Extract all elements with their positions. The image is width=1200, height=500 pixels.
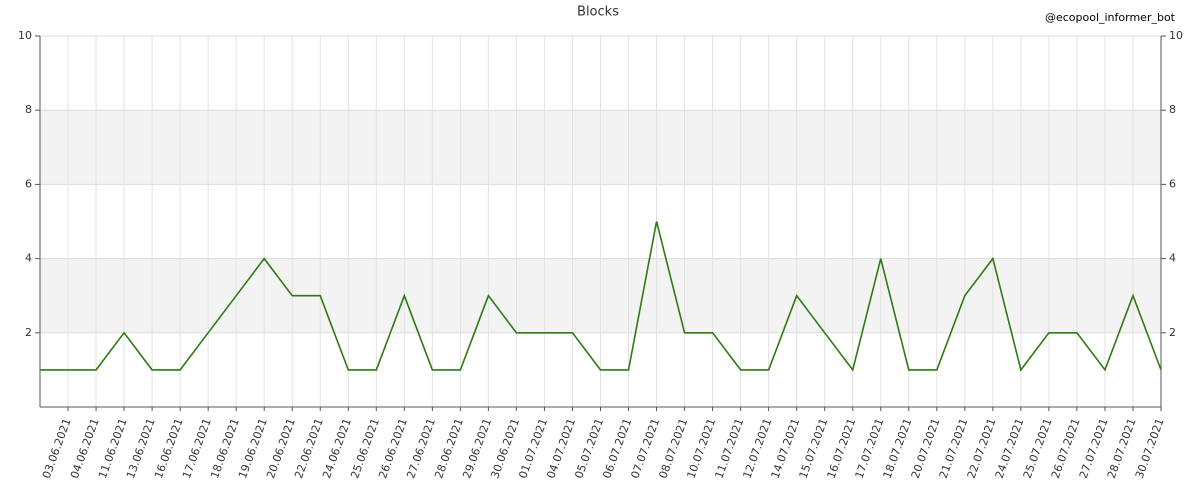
x-tick-label: 08.07.2021 bbox=[656, 417, 690, 481]
x-tick-label: 28.06.2021 bbox=[432, 417, 466, 481]
x-tick-label: 14.07.2021 bbox=[769, 417, 803, 481]
x-tick-label: 24.07.2021 bbox=[993, 417, 1027, 481]
x-tick-label: 22.07.2021 bbox=[965, 417, 999, 481]
x-tick-label: 28.07.2021 bbox=[1105, 417, 1139, 481]
x-tick-label: 11.07.2021 bbox=[713, 417, 747, 481]
y-tick-label: 8 bbox=[25, 103, 32, 116]
x-tick-label: 04.07.2021 bbox=[544, 417, 578, 481]
y2-tick-label: 6 bbox=[1169, 177, 1176, 190]
chart-title: Blocks bbox=[577, 5, 619, 20]
x-tick-label: 20.07.2021 bbox=[909, 417, 943, 481]
x-tick-label: 07.07.2021 bbox=[628, 417, 662, 481]
y-tick-label: 2 bbox=[25, 326, 32, 339]
y2-tick-label: 2 bbox=[1169, 326, 1176, 339]
x-tick-label: 19.06.2021 bbox=[236, 417, 270, 481]
x-tick-label: 18.06.2021 bbox=[208, 417, 242, 481]
x-tick-label: 27.06.2021 bbox=[404, 417, 438, 481]
x-tick-label: 22.06.2021 bbox=[292, 417, 326, 481]
x-tick-label: 27.07.2021 bbox=[1077, 417, 1111, 481]
x-tick-label: 04.06.2021 bbox=[68, 417, 102, 481]
x-tick-label: 21.07.2021 bbox=[937, 417, 971, 481]
x-tick-label: 16.06.2021 bbox=[152, 417, 186, 481]
line bbox=[40, 221, 1162, 372]
x-tick-label: 29.06.2021 bbox=[460, 417, 494, 481]
x-tick-label: 01.07.2021 bbox=[516, 417, 550, 481]
y2-tick-label: 10 bbox=[1169, 29, 1183, 42]
y-tick-label: 6 bbox=[25, 177, 32, 190]
x-tick-label: 16.07.2021 bbox=[825, 417, 859, 481]
x-tick-label: 25.06.2021 bbox=[348, 417, 382, 481]
y2-tick-label: 4 bbox=[1169, 252, 1176, 265]
x-tick-label: 24.06.2021 bbox=[320, 417, 354, 481]
x-tick-label: 20.06.2021 bbox=[264, 417, 298, 481]
x-tick-label: 26.07.2021 bbox=[1049, 417, 1083, 481]
x-tick-label: 17.06.2021 bbox=[180, 417, 214, 481]
x-tick-label: 11.06.2021 bbox=[96, 417, 130, 481]
x-tick-label: 17.07.2021 bbox=[853, 417, 887, 481]
x-tick-label: 15.07.2021 bbox=[797, 417, 831, 481]
y-tick-label: 10 bbox=[18, 29, 32, 42]
x-tick-label: 30.07.2021 bbox=[1133, 417, 1167, 481]
watermark: @ecopool_informer_bot bbox=[1045, 11, 1176, 24]
x-tick-label: 05.07.2021 bbox=[572, 417, 606, 481]
x-tick-label: 06.07.2021 bbox=[600, 417, 634, 481]
x-tick-label: 13.06.2021 bbox=[124, 417, 158, 481]
x-tick-label: 18.07.2021 bbox=[881, 417, 915, 481]
x-tick-label: 30.06.2021 bbox=[488, 417, 522, 481]
x-tick-label: 03.06.2021 bbox=[40, 417, 74, 481]
y2-tick-label: 8 bbox=[1169, 103, 1176, 116]
x-tick-label: 25.07.2021 bbox=[1021, 417, 1055, 481]
y-tick-label: 4 bbox=[25, 252, 32, 265]
x-tick-label: 12.07.2021 bbox=[741, 417, 775, 481]
x-tick-label: 26.06.2021 bbox=[376, 417, 410, 481]
x-tick-label: 10.07.2021 bbox=[684, 417, 718, 481]
